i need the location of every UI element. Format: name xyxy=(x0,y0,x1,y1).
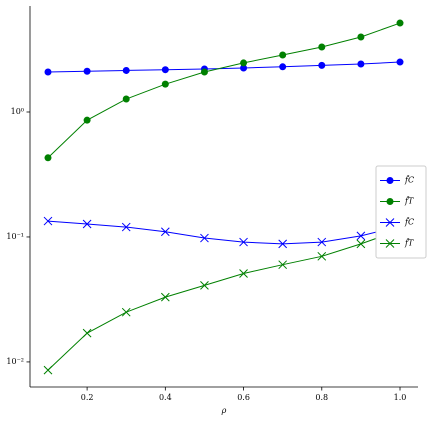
marker xyxy=(278,239,288,249)
marker xyxy=(357,33,365,41)
marker xyxy=(239,237,248,247)
marker xyxy=(279,63,287,71)
marker xyxy=(239,269,248,278)
marker xyxy=(122,95,130,103)
x-tick-label: 0.2 xyxy=(81,393,94,402)
marker xyxy=(317,251,327,261)
series-line xyxy=(47,61,401,73)
marker xyxy=(82,219,92,229)
legend-label: f̂C xyxy=(404,218,414,227)
marker xyxy=(396,58,404,66)
marker xyxy=(43,216,53,226)
series-line xyxy=(47,229,401,371)
marker xyxy=(356,231,366,241)
x-tick-label: 0.6 xyxy=(237,393,250,402)
marker xyxy=(357,60,365,68)
marker xyxy=(240,59,248,67)
legend-label: f̂T xyxy=(404,197,414,206)
marker xyxy=(83,116,91,124)
legend-label: f̂T xyxy=(404,239,414,248)
legend-label: f̂C xyxy=(404,176,414,185)
x-tick-label: 0.4 xyxy=(159,393,172,402)
y-tick-label: 10⁻² xyxy=(6,357,24,366)
marker xyxy=(279,51,287,59)
marker xyxy=(161,80,169,88)
marker xyxy=(278,260,288,270)
marker xyxy=(160,227,170,237)
marker xyxy=(44,68,52,76)
x-tick-label: 0.8 xyxy=(315,393,328,402)
legend-marker xyxy=(385,218,395,227)
marker xyxy=(317,237,327,247)
marker xyxy=(44,154,52,162)
marker xyxy=(396,19,404,27)
series-line xyxy=(47,220,401,245)
marker xyxy=(240,64,248,72)
marker xyxy=(121,307,131,317)
marker xyxy=(200,68,208,76)
x-axis-label: ρ xyxy=(221,406,227,415)
legend-marker xyxy=(385,239,395,248)
y-tick-label: 10⁻¹ xyxy=(6,232,24,241)
x-tick-label: 1.0 xyxy=(394,393,407,402)
legend-marker xyxy=(386,198,394,205)
marker xyxy=(161,66,169,74)
y-tick-label: 10⁰ xyxy=(11,107,24,116)
legend-box xyxy=(375,165,427,259)
marker xyxy=(318,43,326,51)
marker xyxy=(43,365,53,375)
marker xyxy=(200,233,209,243)
marker xyxy=(356,239,366,249)
marker xyxy=(200,280,209,290)
marker xyxy=(318,61,326,69)
series-line xyxy=(47,22,401,159)
legend-marker xyxy=(386,177,394,184)
marker xyxy=(122,66,130,74)
marker xyxy=(83,67,91,75)
marker xyxy=(160,292,170,302)
marker xyxy=(121,222,131,232)
marker xyxy=(82,328,92,338)
